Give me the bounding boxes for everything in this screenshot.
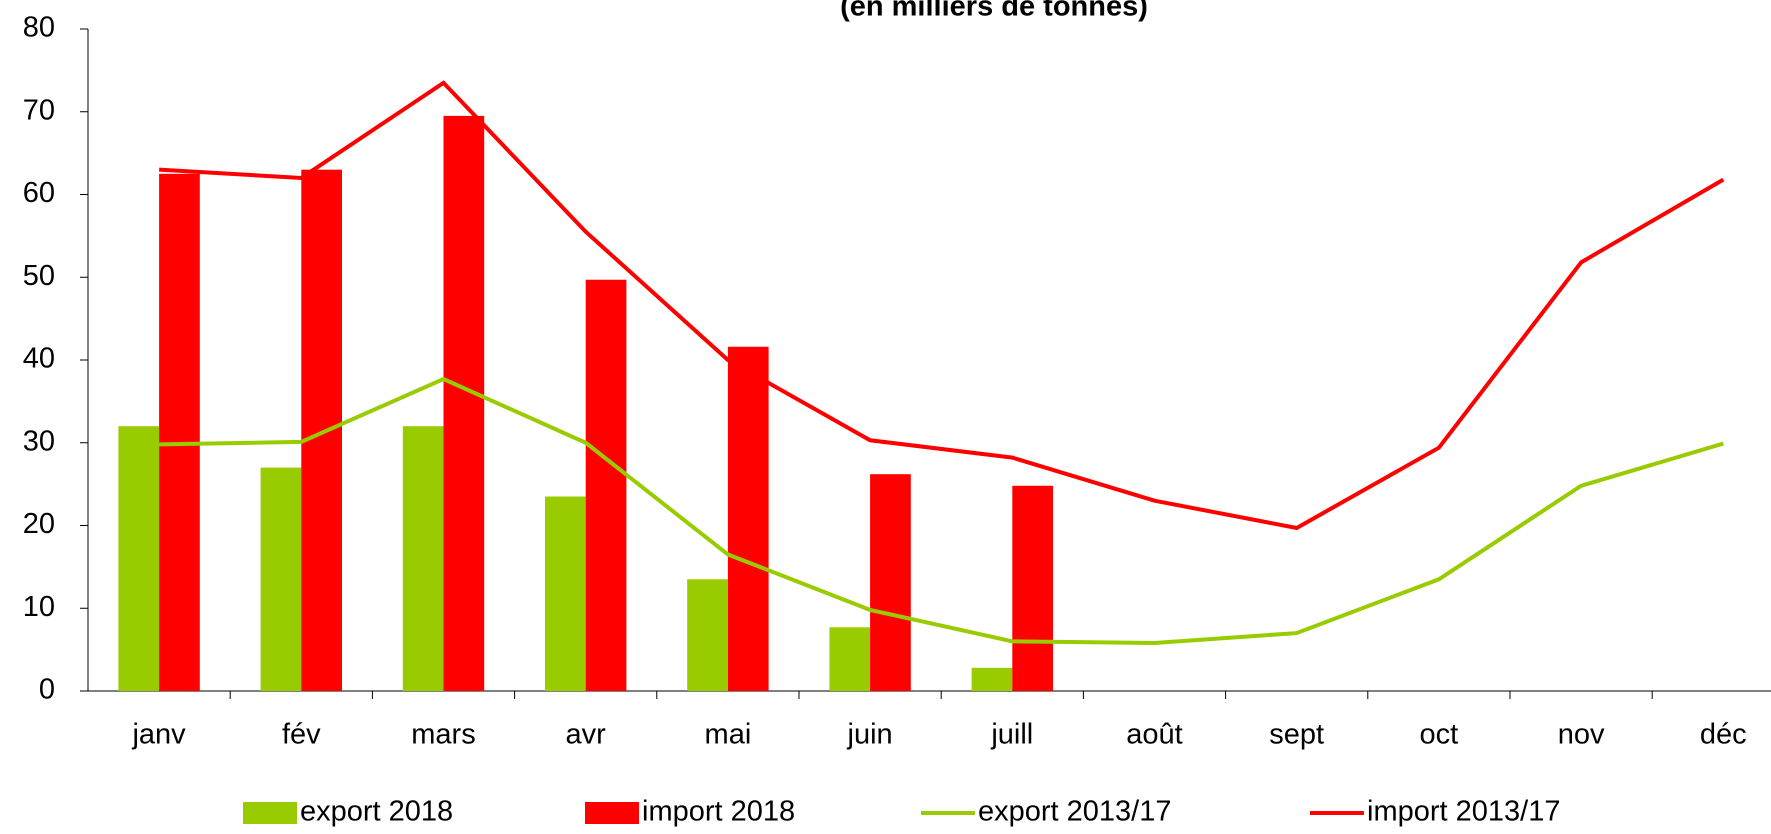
bar — [402, 426, 444, 691]
x-tick-label: mai — [705, 719, 752, 751]
y-tick-label: 30 — [23, 425, 55, 457]
bar — [870, 474, 911, 691]
y-tick-label: 0 — [39, 674, 55, 706]
x-tick-label: déc — [1700, 719, 1747, 751]
x-tick-label: nov — [1558, 719, 1605, 751]
x-tick-label: août — [1126, 719, 1182, 751]
bar — [545, 496, 586, 691]
x-tick-label: mars — [411, 719, 475, 751]
bar — [829, 627, 871, 691]
x-tick-label: juin — [847, 719, 893, 751]
x-tick-label: oct — [1420, 719, 1459, 751]
legend-label: export 2018 — [300, 796, 453, 828]
y-tick-label: 80 — [23, 12, 55, 44]
bar — [301, 169, 342, 692]
x-tick-label: fév — [282, 719, 321, 751]
bar — [443, 115, 485, 691]
line — [158, 80, 1725, 531]
legend-label: import 2013/17 — [1367, 796, 1560, 828]
chart-title: (en milliers de tonnes) — [840, 0, 1148, 23]
line — [159, 376, 1724, 646]
y-tick-label: 10 — [23, 591, 55, 623]
y-tick-label: 70 — [23, 94, 55, 126]
bar — [159, 173, 200, 691]
bar — [687, 579, 728, 691]
x-tick-label: sept — [1269, 719, 1324, 751]
y-tick-label: 60 — [23, 177, 55, 209]
bar — [260, 467, 302, 691]
legend-label: import 2018 — [642, 796, 795, 828]
legend-swatch — [243, 802, 297, 824]
bar — [971, 667, 1013, 691]
bar — [118, 426, 160, 691]
legend-swatch — [585, 802, 639, 824]
x-tick-label: janv — [131, 719, 186, 751]
bar — [585, 279, 627, 691]
y-tick-label: 50 — [23, 260, 55, 292]
legend-label: export 2013/17 — [978, 796, 1171, 828]
y-tick-label: 20 — [23, 508, 55, 540]
y-tick-label: 40 — [23, 343, 55, 375]
bar — [727, 346, 769, 691]
x-tick-label: avr — [566, 719, 607, 751]
bar — [1012, 485, 1053, 691]
x-tick-label: juill — [990, 719, 1033, 751]
